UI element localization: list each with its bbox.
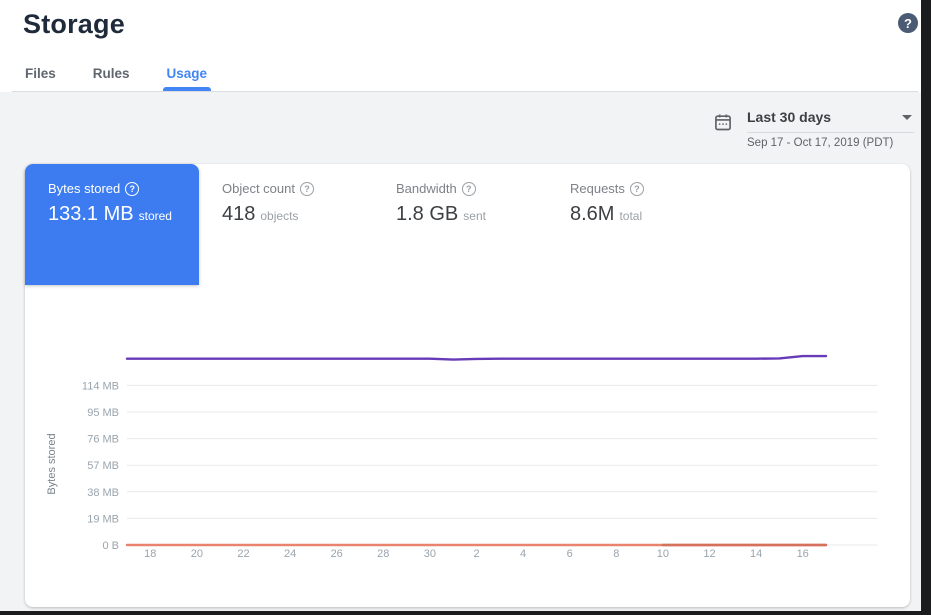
svg-text:38 MB: 38 MB [87, 487, 119, 499]
tab-bar: Files Rules Usage [23, 60, 209, 91]
metric-label: Object count [222, 181, 295, 196]
svg-text:19 MB: 19 MB [87, 513, 119, 525]
svg-text:28: 28 [377, 548, 389, 560]
metric-value: 1.8 GB [396, 203, 458, 226]
svg-text:2: 2 [473, 548, 479, 560]
metric-label: Bandwidth [396, 181, 457, 196]
page-title: Storage [23, 9, 125, 40]
date-range-detail: Sep 17 - Oct 17, 2019 (PDT) [747, 133, 914, 149]
svg-text:8: 8 [613, 548, 619, 560]
date-range-label: Last 30 days [747, 109, 831, 125]
metric-card-requests[interactable]: Requests ? 8.6M total [547, 164, 721, 285]
metric-value: 133.1 MB [48, 203, 134, 226]
usage-panel: Bytes stored ? 133.1 MB stored Object co… [25, 164, 910, 607]
svg-text:26: 26 [331, 548, 343, 560]
date-range-selector[interactable]: Last 30 days Sep 17 - Oct 17, 2019 (PDT) [700, 105, 916, 151]
help-icon[interactable]: ? [630, 182, 644, 196]
page-header: Storage ? Files Rules Usage [0, 0, 922, 92]
svg-text:6: 6 [567, 548, 573, 560]
usage-chart-area: 0 B19 MB38 MB57 MB76 MB95 MB114 MB182022… [25, 304, 910, 599]
date-range-text: Last 30 days Sep 17 - Oct 17, 2019 (PDT) [747, 105, 914, 149]
window-frame-edge-bottom [0, 611, 931, 615]
metric-unit: total [619, 209, 642, 223]
svg-text:20: 20 [191, 548, 203, 560]
metric-cards-row: Bytes stored ? 133.1 MB stored Object co… [25, 164, 721, 285]
tab-usage[interactable]: Usage [165, 60, 210, 91]
svg-text:4: 4 [520, 548, 526, 560]
metric-unit: objects [260, 209, 298, 223]
metric-unit: sent [463, 209, 486, 223]
help-icon[interactable]: ? [300, 182, 314, 196]
svg-text:Bytes stored: Bytes stored [46, 433, 58, 494]
metric-label: Requests [570, 181, 625, 196]
metric-card-bandwidth[interactable]: Bandwidth ? 1.8 GB sent [373, 164, 547, 285]
svg-text:14: 14 [750, 548, 762, 560]
metric-unit: stored [139, 209, 172, 223]
svg-text:57 MB: 57 MB [87, 460, 119, 472]
svg-text:0 B: 0 B [102, 540, 119, 552]
svg-text:10: 10 [657, 548, 669, 560]
dropdown-caret-icon [902, 115, 912, 120]
tab-files[interactable]: Files [23, 60, 58, 91]
header-divider [12, 91, 918, 92]
metric-card-bytes-stored[interactable]: Bytes stored ? 133.1 MB stored [25, 164, 199, 285]
storage-usage-page: Storage ? Files Rules Usage Last 30 days… [0, 0, 931, 615]
metric-value: 418 [222, 203, 255, 226]
tab-rules[interactable]: Rules [91, 60, 132, 91]
metric-card-object-count[interactable]: Object count ? 418 objects [199, 164, 373, 285]
metric-value: 8.6M [570, 203, 614, 226]
svg-text:114 MB: 114 MB [82, 380, 119, 392]
svg-text:16: 16 [797, 548, 809, 560]
help-button[interactable]: ? [898, 13, 918, 33]
svg-text:22: 22 [237, 548, 249, 560]
calendar-icon [713, 112, 733, 132]
svg-text:95 MB: 95 MB [87, 407, 119, 419]
svg-text:76 MB: 76 MB [87, 434, 119, 446]
window-frame-edge-right [921, 0, 931, 615]
svg-text:30: 30 [424, 548, 436, 560]
help-icon[interactable]: ? [462, 182, 476, 196]
help-icon[interactable]: ? [125, 182, 139, 196]
metric-label: Bytes stored [48, 181, 120, 196]
svg-text:18: 18 [144, 548, 156, 560]
svg-text:24: 24 [284, 548, 296, 560]
svg-text:12: 12 [703, 548, 715, 560]
question-mark-icon: ? [904, 16, 912, 31]
date-range-label-row: Last 30 days [747, 105, 914, 133]
usage-chart: 0 B19 MB38 MB57 MB76 MB95 MB114 MB182022… [25, 304, 910, 599]
